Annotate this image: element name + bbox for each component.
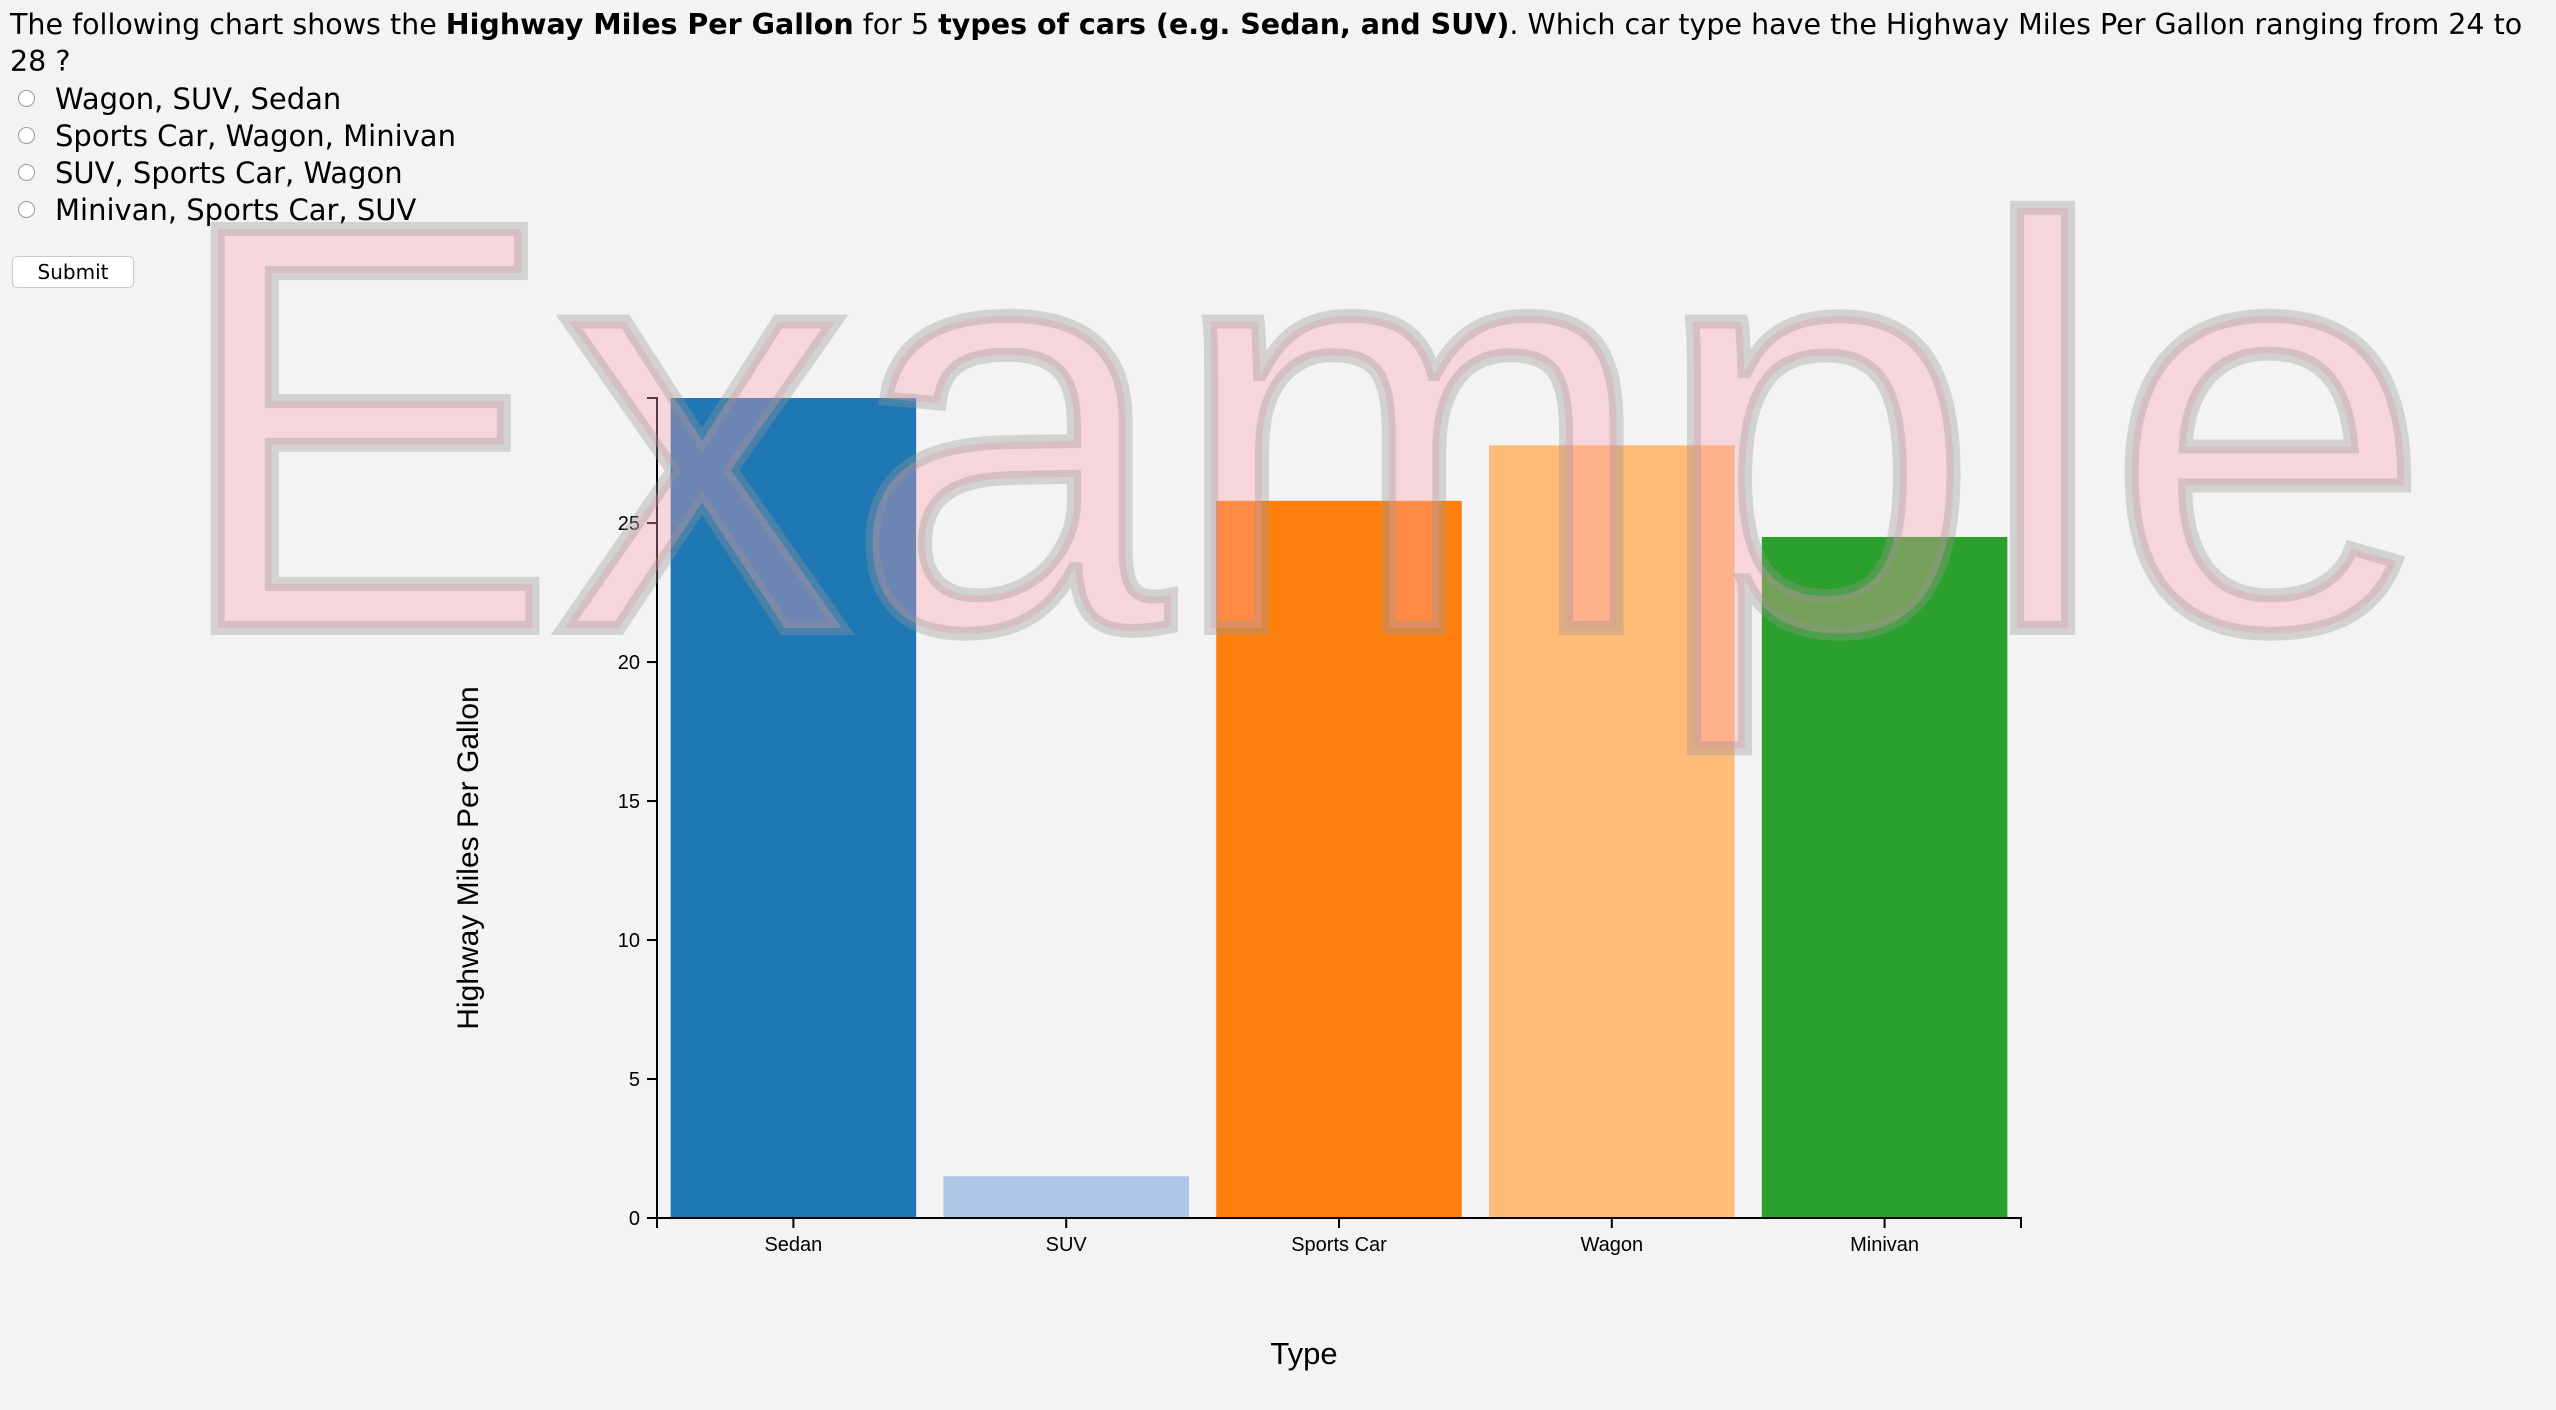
x-axis-label: Type — [1270, 1336, 1337, 1371]
x-axis-line — [656, 1217, 2022, 1228]
y-tick-label: 5 — [629, 1069, 640, 1091]
y-tick-label: 25 — [618, 513, 640, 535]
question-text: The following chart shows the Highway Mi… — [10, 6, 2540, 80]
y-tick-label: 0 — [629, 1208, 640, 1230]
x-tick-label: Wagon — [1580, 1234, 1643, 1256]
bar-suv — [943, 1176, 1189, 1218]
answer-option-label: Minivan, Sports Car, SUV — [55, 192, 417, 227]
x-tick-label: Sedan — [764, 1234, 822, 1256]
question-middle: for 5 — [853, 8, 939, 41]
bar-minivan — [1761, 536, 2008, 1218]
bar-sports-car — [1216, 500, 1462, 1219]
answer-option[interactable]: Wagon, SUV, Sedan — [18, 80, 456, 117]
radio-button[interactable] — [18, 127, 35, 144]
answer-option[interactable]: Sports Car, Wagon, Minivan — [18, 117, 456, 154]
bars-layer — [670, 398, 2008, 1219]
radio-button[interactable] — [18, 90, 35, 107]
question-prefix: The following chart shows the — [10, 8, 446, 41]
y-tick-label: 10 — [618, 930, 640, 952]
bar-wagon — [1489, 445, 1735, 1218]
answer-option[interactable]: Minivan, Sports Car, SUV — [18, 191, 456, 228]
x-tick-label: SUV — [1046, 1234, 1088, 1256]
answer-option-label: Wagon, SUV, Sedan — [55, 81, 342, 116]
radio-button[interactable] — [18, 201, 35, 218]
y-tick-label: 15 — [618, 791, 640, 813]
y-axis-line — [647, 397, 658, 1219]
question-suffix: . Which car type have the Highway Miles … — [10, 8, 2523, 78]
y-tick-label: 20 — [618, 652, 640, 674]
x-tick-label: Sports Car — [1291, 1234, 1387, 1256]
y-axis-label: Highway Miles Per Gallon — [452, 686, 485, 1029]
submit-button[interactable]: Submit — [12, 256, 134, 288]
question-entity: types of cars (e.g. Sedan, and SUV) — [938, 8, 1510, 41]
answer-option[interactable]: SUV, Sports Car, Wagon — [18, 154, 456, 191]
question-measure: Highway Miles Per Gallon — [445, 8, 854, 41]
radio-button[interactable] — [18, 164, 35, 181]
axes-layer: Sedan SUV Sports Car Wagon Minivan 0 5 10 15 20 25 — [618, 397, 2022, 1256]
bar-sedan — [670, 398, 917, 1218]
answer-option-label: Sports Car, Wagon, Minivan — [55, 118, 456, 153]
answer-options: Wagon, SUV, Sedan Sports Car, Wagon, Min… — [18, 80, 456, 228]
answer-option-label: SUV, Sports Car, Wagon — [55, 155, 403, 190]
x-tick-label: Minivan — [1850, 1234, 1919, 1256]
